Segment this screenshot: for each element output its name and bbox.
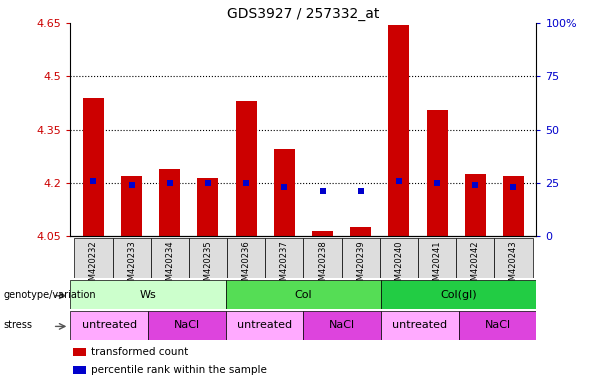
Bar — [465, 174, 485, 236]
Text: NaCl: NaCl — [329, 320, 356, 331]
Bar — [74, 238, 113, 278]
Text: GSM420235: GSM420235 — [204, 240, 213, 291]
Bar — [494, 238, 533, 278]
Text: untreated: untreated — [392, 320, 447, 331]
Text: untreated: untreated — [82, 320, 137, 331]
Bar — [459, 311, 536, 340]
Bar — [503, 176, 524, 236]
Bar — [303, 238, 341, 278]
Bar — [226, 280, 381, 309]
Text: NaCl: NaCl — [174, 320, 200, 331]
Bar — [341, 238, 380, 278]
Text: genotype/variation: genotype/variation — [3, 290, 96, 300]
Text: GSM420241: GSM420241 — [433, 240, 441, 291]
Bar — [226, 311, 303, 340]
Bar — [73, 348, 86, 356]
Bar — [83, 98, 104, 236]
Bar — [418, 238, 456, 278]
Bar — [73, 366, 86, 374]
Text: Col(gl): Col(gl) — [440, 290, 477, 300]
Bar — [121, 176, 142, 236]
Bar — [312, 231, 333, 236]
Bar — [350, 227, 371, 236]
Bar — [265, 238, 303, 278]
Bar — [389, 25, 409, 236]
Bar — [189, 238, 227, 278]
Title: GDS3927 / 257332_at: GDS3927 / 257332_at — [227, 7, 379, 21]
Text: GSM420234: GSM420234 — [166, 240, 174, 291]
Text: GSM420242: GSM420242 — [471, 240, 480, 291]
Bar — [427, 110, 447, 236]
Bar — [151, 238, 189, 278]
Text: GSM420240: GSM420240 — [394, 240, 403, 291]
Bar — [197, 177, 218, 236]
Text: stress: stress — [3, 320, 32, 331]
Bar — [70, 311, 148, 340]
Bar — [113, 238, 151, 278]
Bar — [380, 238, 418, 278]
Bar — [148, 311, 226, 340]
Text: untreated: untreated — [237, 320, 292, 331]
Bar — [381, 311, 459, 340]
Bar — [381, 280, 536, 309]
Text: NaCl: NaCl — [484, 320, 511, 331]
Text: Col: Col — [295, 290, 312, 300]
Bar — [303, 311, 381, 340]
Text: GSM420239: GSM420239 — [356, 240, 365, 291]
Text: transformed count: transformed count — [91, 347, 189, 357]
Text: GSM420238: GSM420238 — [318, 240, 327, 291]
Text: GSM420236: GSM420236 — [242, 240, 251, 291]
Text: GSM420232: GSM420232 — [89, 240, 98, 291]
Bar — [456, 238, 494, 278]
Bar — [70, 280, 226, 309]
Text: GSM420237: GSM420237 — [280, 240, 289, 291]
Text: GSM420233: GSM420233 — [127, 240, 136, 291]
Text: Ws: Ws — [140, 290, 156, 300]
Text: GSM420243: GSM420243 — [509, 240, 518, 291]
Bar — [235, 101, 257, 236]
Text: percentile rank within the sample: percentile rank within the sample — [91, 364, 267, 374]
Bar — [227, 238, 265, 278]
Bar — [159, 169, 180, 236]
Bar — [274, 149, 295, 236]
